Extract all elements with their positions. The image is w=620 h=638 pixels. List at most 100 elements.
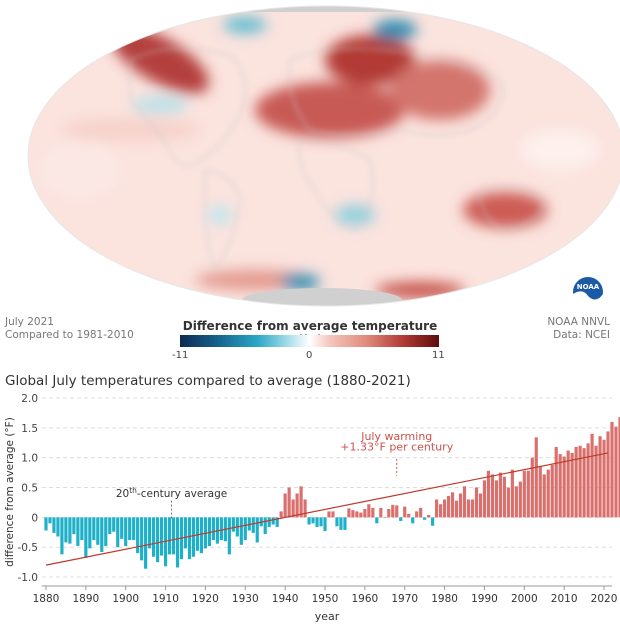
noaa-logo: NOAA bbox=[571, 275, 605, 311]
bar-1956 bbox=[347, 508, 351, 518]
bar-1916 bbox=[187, 517, 192, 560]
bar-1917 bbox=[191, 517, 196, 557]
bar-1964 bbox=[379, 507, 383, 518]
bar-1987 bbox=[470, 499, 475, 518]
july-anomaly-bar-chart: -1.0 -0.5 0 0.5 1.0 1.5 2.0 20th-century avera… bbox=[4, 393, 620, 623]
bar-1972 bbox=[411, 517, 415, 524]
map-credits: NOAA NNVL Data: NCEI bbox=[547, 316, 610, 342]
bar-2007 bbox=[550, 464, 554, 518]
bar-1998 bbox=[514, 486, 518, 518]
bar-1919 bbox=[199, 517, 204, 554]
x-tick-label: 2010 bbox=[551, 593, 578, 605]
bar-1935 bbox=[263, 517, 267, 535]
bar-1952 bbox=[331, 511, 335, 518]
bar-1890 bbox=[84, 517, 88, 558]
bar-1973 bbox=[415, 511, 419, 518]
bar-1911 bbox=[167, 517, 172, 555]
bar-1982 bbox=[450, 492, 455, 518]
bar-1963 bbox=[375, 517, 379, 524]
bar-1991 bbox=[486, 470, 491, 518]
bar-1941 bbox=[287, 487, 291, 518]
bar-2011 bbox=[566, 450, 570, 518]
bar-1990 bbox=[482, 480, 487, 518]
bar-1939 bbox=[279, 511, 283, 518]
x-axis-ticks: 1880 1890 1900 1910 1920 1930 1940 1950 1960 1970… bbox=[33, 586, 617, 605]
anomaly-map-graphic: NOAA bbox=[27, 5, 620, 311]
bar-1909 bbox=[159, 517, 164, 556]
y-tick-label: 2.0 bbox=[21, 393, 38, 405]
bar-2012 bbox=[570, 452, 574, 518]
bar-1905 bbox=[144, 517, 148, 569]
trend-line bbox=[45, 452, 609, 566]
bar-1999 bbox=[518, 481, 522, 518]
bar-1943 bbox=[295, 493, 299, 518]
bar-1983 bbox=[454, 500, 459, 518]
bar-1897 bbox=[112, 517, 116, 532]
bar-1996 bbox=[506, 487, 510, 518]
bar-1957 bbox=[351, 510, 355, 518]
bar-1978 bbox=[435, 499, 439, 518]
bar-1912 bbox=[171, 517, 176, 555]
bar-1888 bbox=[76, 517, 80, 547]
bar-1958 bbox=[355, 511, 359, 518]
bar-1969 bbox=[399, 517, 403, 521]
bar-1997 bbox=[510, 469, 514, 518]
bar-1980 bbox=[442, 499, 447, 518]
bar-2016 bbox=[586, 443, 590, 518]
bar-1974 bbox=[419, 507, 423, 518]
bar-2004 bbox=[538, 466, 542, 518]
bar-1995 bbox=[502, 476, 506, 518]
bar-1975 bbox=[423, 517, 427, 520]
x-tick-label: 1940 bbox=[272, 593, 299, 605]
y-tick-label: -1.0 bbox=[18, 572, 39, 584]
bar-1992 bbox=[490, 474, 495, 518]
bar-1940 bbox=[283, 493, 287, 518]
y-axis-label: difference from average (°F) bbox=[4, 417, 16, 567]
x-tick-label: 1890 bbox=[72, 593, 99, 605]
bar-1960 bbox=[363, 509, 367, 518]
bar-2000 bbox=[522, 470, 526, 518]
bar-1970 bbox=[403, 506, 407, 518]
caption-baseline: Compared to 1981-2010 bbox=[5, 329, 134, 341]
bar-1981 bbox=[446, 495, 451, 518]
x-tick-label: 1950 bbox=[312, 593, 339, 605]
bar-2010 bbox=[562, 456, 566, 518]
bar-1938 bbox=[275, 517, 279, 527]
y-axis-ticks: -1.0 -0.5 0 0.5 1.0 1.5 2.0 bbox=[18, 393, 39, 584]
x-tick-label: 1920 bbox=[192, 593, 219, 605]
bar-1936 bbox=[267, 517, 271, 527]
warming-rate-label: +1.33°F per century bbox=[340, 441, 453, 454]
bar-1947 bbox=[311, 517, 315, 524]
bar-1988 bbox=[474, 487, 479, 518]
bar-1899 bbox=[120, 517, 124, 539]
x-axis-label: year bbox=[315, 610, 340, 623]
bar-2022 bbox=[610, 421, 614, 518]
bar-1926 bbox=[227, 517, 231, 555]
bar-1886 bbox=[68, 517, 72, 544]
bar-2019 bbox=[598, 436, 602, 518]
bar-1954 bbox=[339, 517, 343, 530]
bar-1937 bbox=[271, 517, 275, 525]
x-tick-label: 1880 bbox=[33, 593, 60, 605]
colorbar-max-label: 11 bbox=[432, 350, 445, 361]
bar-2002 bbox=[530, 457, 534, 518]
x-tick-label: 2000 bbox=[511, 593, 538, 605]
bar-1989 bbox=[478, 493, 483, 518]
bar-1883 bbox=[56, 517, 60, 537]
bar-2009 bbox=[558, 454, 562, 518]
bar-1967 bbox=[391, 504, 395, 518]
bar-1948 bbox=[315, 517, 319, 527]
bar-1953 bbox=[335, 517, 339, 527]
bar-1994 bbox=[498, 472, 502, 518]
bar-1942 bbox=[291, 499, 295, 518]
bar-1984 bbox=[458, 493, 463, 518]
coastlines bbox=[129, 48, 546, 272]
y-tick-label: 0 bbox=[31, 512, 38, 524]
bar-1908 bbox=[156, 517, 160, 563]
bar-1885 bbox=[64, 517, 68, 543]
bar-1965 bbox=[383, 517, 387, 518]
bar-1950 bbox=[323, 517, 327, 532]
bar-2018 bbox=[594, 445, 598, 518]
bar-2015 bbox=[582, 448, 586, 518]
bar-2006 bbox=[546, 469, 550, 518]
